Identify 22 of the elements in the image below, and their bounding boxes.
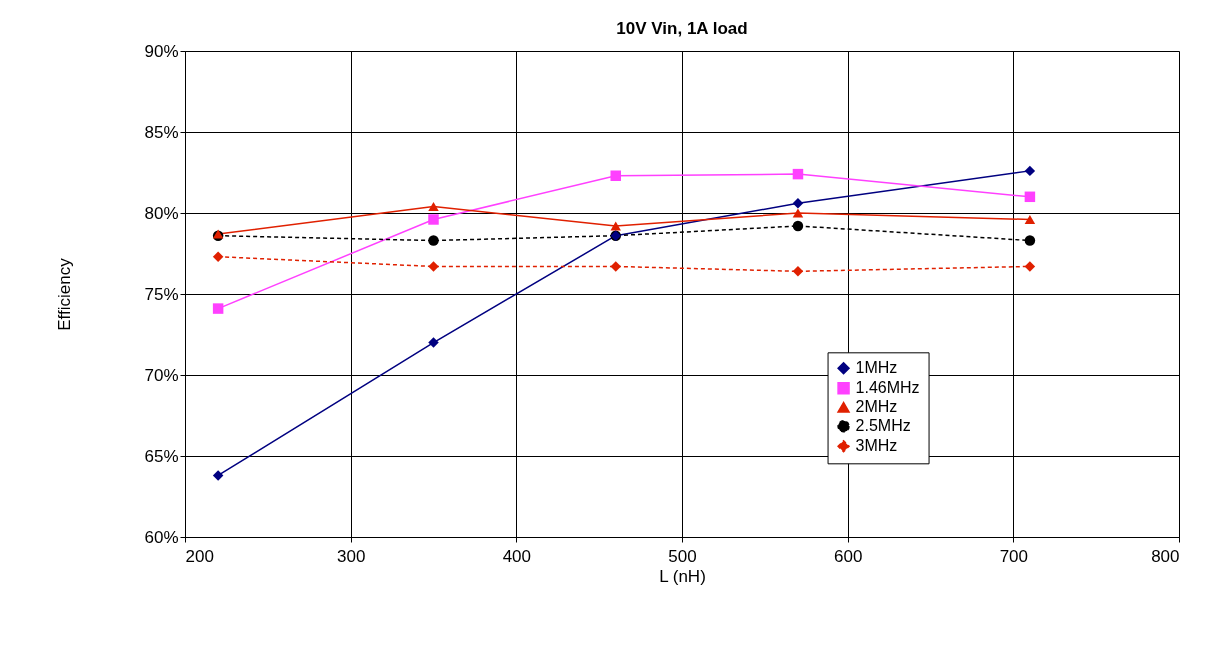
y-tick-label: 65% (144, 446, 179, 466)
x-tick-label: 200 (185, 546, 214, 566)
x-tick-label: 300 (336, 546, 366, 566)
x-tick-label: 800 (1151, 546, 1180, 566)
x-tick-label: 400 (502, 546, 532, 566)
y-axis-title: Efficiency (55, 257, 75, 331)
y-tick-label: 75% (144, 284, 179, 304)
x-tick-label: 500 (668, 546, 697, 566)
x-tick-label: 600 (833, 546, 863, 566)
y-tick-label: 60% (144, 527, 179, 547)
legend-label: 2MHz (855, 398, 898, 416)
chart-title: 10V Vin, 1A load (616, 19, 748, 38)
y-tick-label: 85% (144, 122, 179, 142)
x-axis-title: L (nH) (659, 566, 706, 586)
x-tick-label: 700 (999, 546, 1029, 566)
y-tick-label: 70% (144, 365, 179, 385)
y-tick-label: 90% (144, 41, 179, 61)
legend-label: 1MHz (855, 359, 898, 377)
legend-label: 3MHz (855, 437, 898, 455)
y-tick-label: 80% (144, 203, 179, 223)
legend-label: 2.5MHz (855, 417, 911, 435)
legend-label: 1.46MHz (855, 379, 920, 397)
